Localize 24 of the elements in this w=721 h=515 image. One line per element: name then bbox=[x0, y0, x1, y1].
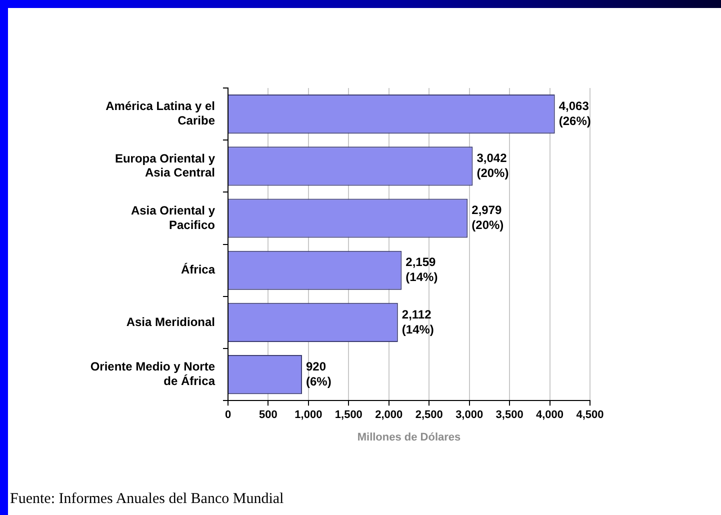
data-label: 920 (6%) bbox=[306, 359, 332, 388]
x-tick-label: 4,000 bbox=[536, 409, 564, 422]
y-tick-label: América Latina y el Caribe bbox=[106, 99, 216, 128]
x-tick-label: 1,500 bbox=[334, 409, 362, 422]
x-tick-label: 500 bbox=[259, 409, 278, 422]
x-axis-title: Millones de Dólares bbox=[357, 431, 461, 444]
y-tick-label: Europa Oriental y Asia Central bbox=[114, 151, 216, 180]
y-tick-label: Asia Meridional bbox=[126, 314, 215, 329]
data-label: 4,063 (26%) bbox=[558, 98, 591, 128]
x-tick-label: 0 bbox=[224, 409, 232, 422]
x-tick-label: 1,000 bbox=[294, 409, 322, 422]
x-tick-label: 2,000 bbox=[375, 409, 403, 422]
x-tick-label: 3,000 bbox=[456, 409, 484, 422]
x-tick-label: 4,500 bbox=[576, 409, 604, 422]
y-tick-label: Asia Oriental y Pacifico bbox=[130, 203, 216, 232]
y-tick-label: África bbox=[180, 262, 216, 277]
y-tick-label: Oriente Medio y Norte de África bbox=[90, 360, 216, 388]
data-label: 2,112 (14%) bbox=[402, 307, 434, 336]
source-note: Fuente: Informes Anuales del Banco Mundial bbox=[10, 491, 284, 508]
data-label: 2,979 (20%) bbox=[472, 203, 504, 232]
x-tick-label: 2,500 bbox=[415, 409, 443, 422]
x-tick-label: 3,500 bbox=[496, 409, 524, 422]
data-label: 2,159 (14%) bbox=[406, 255, 438, 284]
data-label: 3,042 (20%) bbox=[476, 150, 509, 180]
